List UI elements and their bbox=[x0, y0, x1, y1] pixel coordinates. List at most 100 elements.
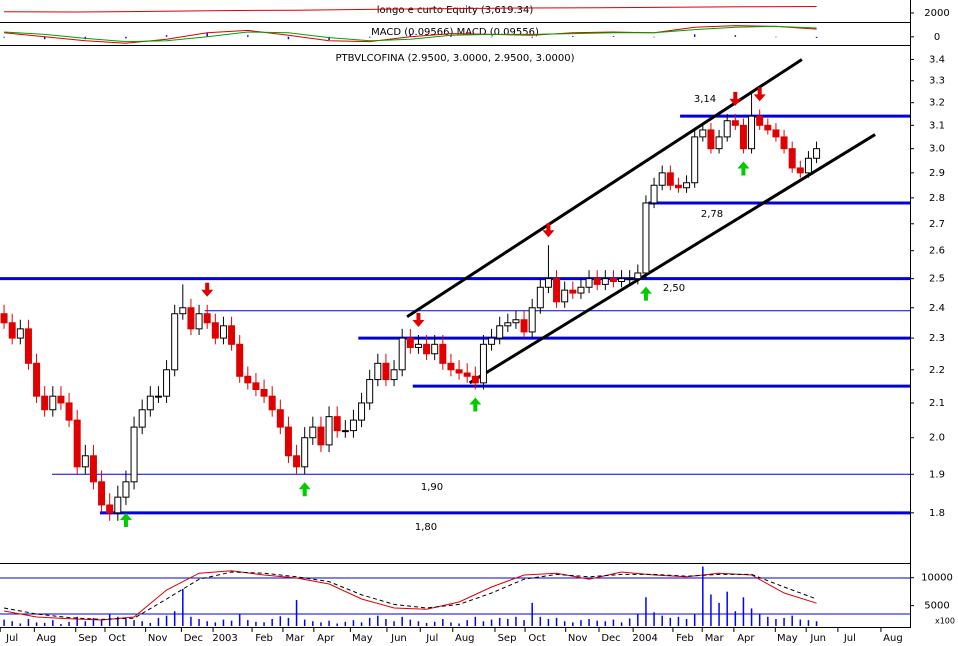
bar bbox=[190, 616, 192, 626]
candle-body bbox=[268, 395, 276, 411]
bar bbox=[612, 36, 615, 37]
candle-body bbox=[414, 343, 422, 348]
y-tick-label: 1.8 bbox=[929, 508, 945, 519]
bar bbox=[783, 617, 785, 626]
bar bbox=[612, 619, 615, 626]
bar bbox=[401, 616, 403, 626]
y-tick-label: 2.7 bbox=[929, 219, 945, 230]
candle-body bbox=[536, 286, 544, 309]
bar bbox=[19, 623, 22, 626]
bar bbox=[352, 620, 355, 626]
candle-body bbox=[301, 437, 309, 468]
bar bbox=[133, 620, 135, 626]
bar bbox=[328, 36, 330, 40]
candle-body bbox=[244, 375, 252, 384]
bar bbox=[255, 621, 257, 626]
bar bbox=[287, 36, 290, 40]
line bbox=[4, 570, 817, 621]
y-tick-label: 2.3 bbox=[929, 333, 945, 344]
x-tick-label: Mar bbox=[286, 633, 306, 644]
bar bbox=[149, 622, 152, 626]
candle-body bbox=[41, 395, 49, 411]
bar bbox=[417, 621, 420, 626]
bar bbox=[807, 620, 810, 626]
candle-body bbox=[634, 272, 642, 280]
bar bbox=[791, 615, 793, 626]
candle-body bbox=[463, 372, 471, 377]
buy-arrow bbox=[639, 286, 652, 301]
x-tick-label: Feb bbox=[255, 633, 273, 644]
y-tick-label: 2.2 bbox=[929, 365, 945, 376]
bar bbox=[206, 32, 208, 37]
y-unit: x100 bbox=[935, 617, 955, 626]
candle-body bbox=[333, 416, 341, 432]
candle-body bbox=[813, 148, 821, 159]
bar bbox=[531, 602, 533, 626]
bar bbox=[596, 620, 598, 626]
candle-body bbox=[382, 362, 390, 381]
candle-body bbox=[772, 129, 780, 138]
candle-body bbox=[309, 426, 317, 439]
candle-body bbox=[553, 278, 561, 303]
candle-body bbox=[593, 278, 601, 285]
x-tick-label: Aug bbox=[455, 633, 475, 644]
bar bbox=[214, 622, 217, 626]
bar bbox=[498, 617, 501, 626]
bar bbox=[320, 622, 322, 626]
candle-body bbox=[179, 307, 187, 315]
bar bbox=[726, 591, 728, 626]
bar bbox=[466, 620, 468, 626]
bar bbox=[222, 619, 225, 626]
y-tick-label: 3.1 bbox=[929, 120, 945, 131]
sell-arrow bbox=[729, 91, 742, 106]
y-tick-label: 3.4 bbox=[929, 54, 945, 65]
bar bbox=[279, 616, 282, 626]
level-label: 3,14 bbox=[694, 94, 716, 105]
bar bbox=[710, 594, 712, 626]
candle-body bbox=[544, 278, 552, 288]
candle-body bbox=[699, 129, 707, 138]
candle-body bbox=[764, 124, 772, 131]
x-tick-label: Jul bbox=[5, 633, 18, 644]
trend-line bbox=[468, 133, 876, 385]
sell-arrow bbox=[201, 282, 214, 297]
candle-body bbox=[187, 307, 195, 330]
y-tick-label: 5000 bbox=[924, 601, 949, 612]
bar bbox=[312, 621, 314, 626]
y-tick-label: 1.9 bbox=[929, 469, 945, 480]
bar bbox=[815, 621, 818, 626]
x-tick-label: Aug bbox=[883, 633, 903, 644]
candle-body bbox=[804, 157, 812, 174]
bar bbox=[336, 623, 338, 626]
bar bbox=[815, 36, 818, 38]
bar bbox=[677, 616, 680, 626]
candle-body bbox=[374, 362, 382, 381]
candle-body bbox=[488, 337, 496, 345]
y-tick-label: 2.4 bbox=[929, 303, 945, 314]
candle-body bbox=[106, 504, 114, 514]
x-tick-label: Sep bbox=[78, 633, 97, 644]
bar bbox=[11, 621, 13, 626]
bar bbox=[360, 622, 363, 626]
bar bbox=[141, 621, 143, 626]
candle-body bbox=[406, 337, 414, 348]
candle-body bbox=[341, 430, 349, 433]
bar bbox=[450, 622, 452, 626]
y-tick-label: 2.5 bbox=[929, 274, 945, 285]
bar bbox=[775, 36, 777, 38]
x-tick-label: Jul bbox=[843, 633, 856, 644]
bar bbox=[758, 614, 761, 626]
candle-body bbox=[130, 426, 138, 483]
bar bbox=[344, 621, 347, 626]
bar bbox=[230, 620, 233, 626]
candle-body bbox=[642, 202, 650, 274]
bar bbox=[799, 619, 802, 626]
bar bbox=[588, 619, 590, 626]
level-label: 1,80 bbox=[415, 522, 437, 533]
bar bbox=[271, 619, 273, 626]
bar bbox=[43, 36, 46, 40]
candle-body bbox=[211, 322, 219, 339]
panel-title: longo e curto Equity (3,619.34) bbox=[377, 5, 534, 16]
bar bbox=[173, 611, 176, 626]
